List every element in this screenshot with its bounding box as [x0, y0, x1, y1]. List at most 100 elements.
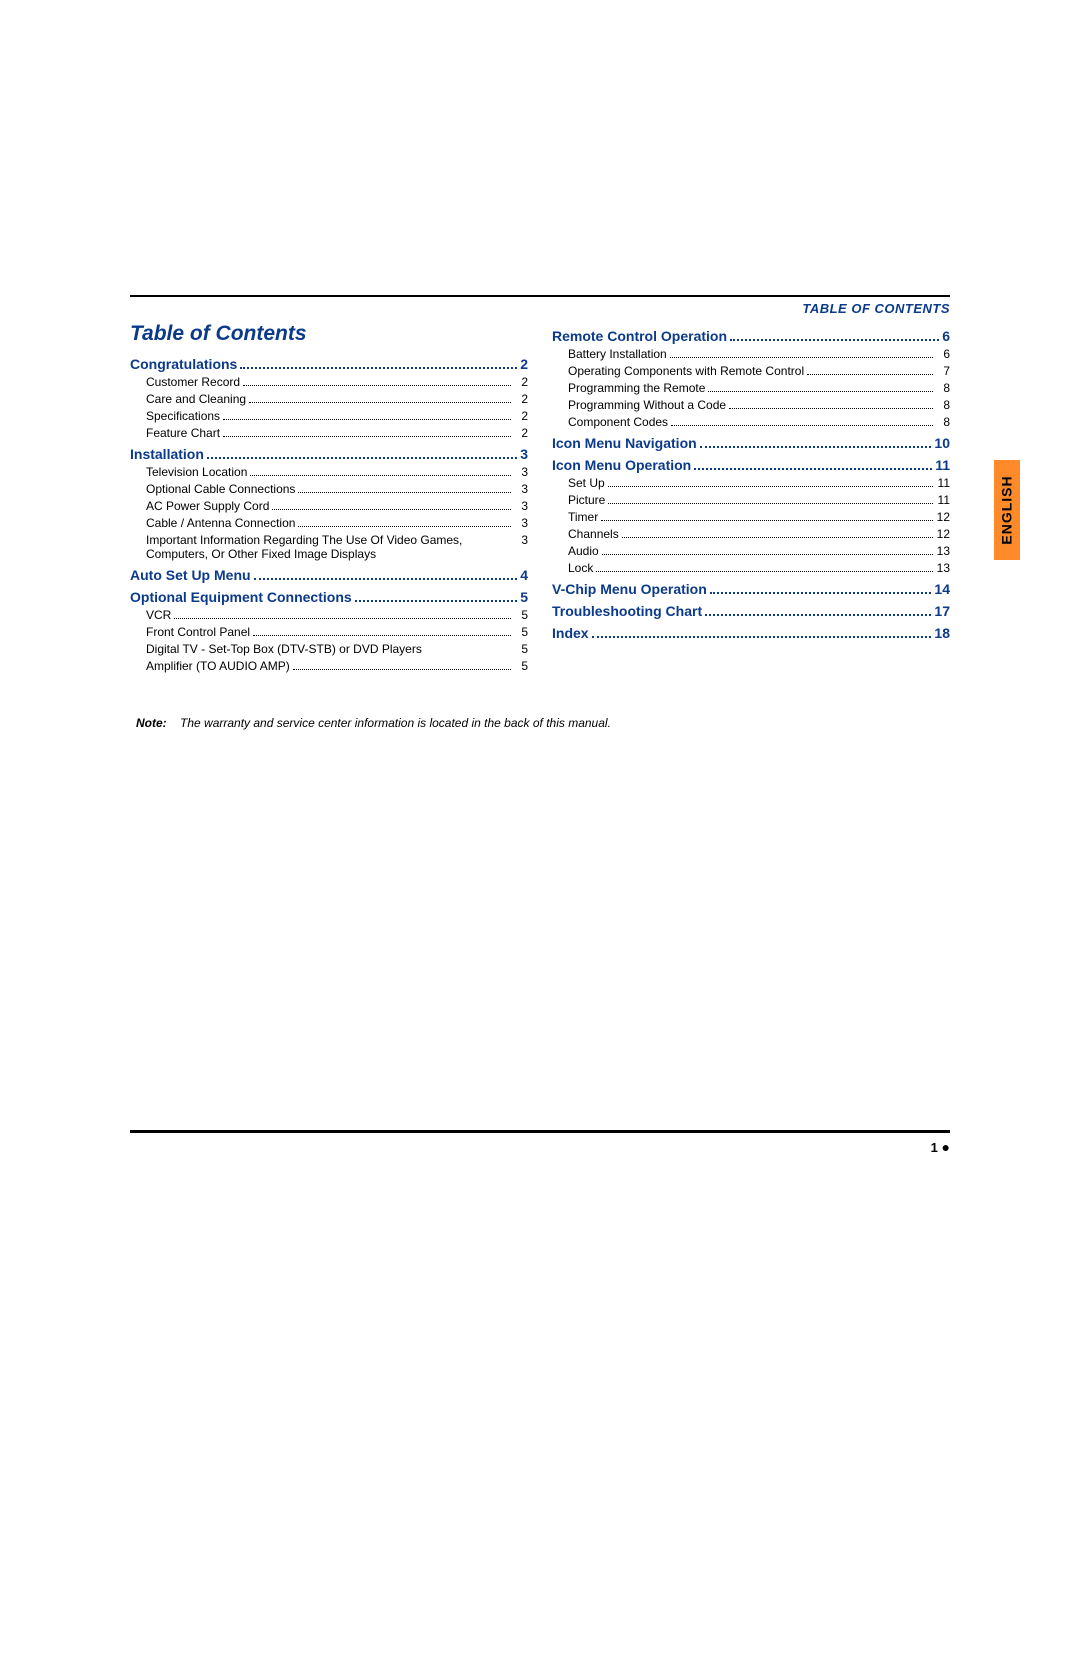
toc-subitem-page: 8 — [936, 381, 950, 395]
toc-section-label: Auto Set Up Menu — [130, 567, 251, 583]
toc-section-page: 11 — [935, 457, 950, 473]
toc-subitem-label: Timer — [568, 510, 598, 524]
toc-subitem[interactable]: Cable / Antenna Connection3 — [146, 516, 528, 530]
toc-section[interactable]: Icon Menu Navigation10 — [552, 435, 950, 451]
toc-subitem[interactable]: Television Location3 — [146, 465, 528, 479]
toc-subitem[interactable]: AC Power Supply Cord3 — [146, 499, 528, 513]
toc-subitem-page: 8 — [936, 415, 950, 429]
toc-subitem-page: 11 — [936, 493, 950, 507]
toc-subitem[interactable]: Specifications2 — [146, 409, 528, 423]
toc-subitem-label: Battery Installation — [568, 347, 667, 361]
toc-subitem[interactable]: Programming the Remote8 — [568, 381, 950, 395]
toc-section-label: Icon Menu Operation — [552, 457, 691, 473]
toc-section-page: 14 — [934, 581, 950, 597]
toc-leader-dots — [705, 614, 931, 616]
toc-subitem-page: 13 — [936, 544, 950, 558]
toc-subitem-label: Operating Components with Remote Control — [568, 364, 804, 378]
toc-leader-dots — [207, 457, 517, 459]
toc-section-label: V-Chip Menu Operation — [552, 581, 707, 597]
toc-subitem-label: Digital TV - Set-Top Box (DTV-STB) or DV… — [146, 642, 422, 656]
toc-section[interactable]: Troubleshooting Chart 17 — [552, 603, 950, 619]
toc-section[interactable]: Congratulations2 — [130, 356, 528, 372]
toc-subitem-label: Picture — [568, 493, 605, 507]
toc-leader-dots — [708, 391, 933, 392]
toc-subitem[interactable]: Channels12 — [568, 527, 950, 541]
footer-rule — [130, 1130, 950, 1133]
toc-subitem[interactable]: Timer12 — [568, 510, 950, 524]
toc-subitem[interactable]: Battery Installation 6 — [568, 347, 950, 361]
toc-section[interactable]: Auto Set Up Menu4 — [130, 567, 528, 583]
toc-leader-dots — [249, 402, 511, 403]
toc-leader-dots — [608, 503, 933, 504]
toc-subitem[interactable]: Set Up11 — [568, 476, 950, 490]
toc-subitem[interactable]: Optional Cable Connections3 — [146, 482, 528, 496]
toc-section[interactable]: Installation 3 — [130, 446, 528, 462]
toc-subitem-page: 6 — [936, 347, 950, 361]
toc-subitem-page: 12 — [936, 527, 950, 541]
toc-section[interactable]: Remote Control Operation 6 — [552, 328, 950, 344]
toc-section-label: Troubleshooting Chart — [552, 603, 702, 619]
toc-leader-dots — [355, 600, 518, 602]
toc-section[interactable]: Icon Menu Operation 11 — [552, 457, 950, 473]
header-top-rule — [130, 295, 950, 297]
toc-subitem-page: 5 — [514, 608, 528, 622]
toc-leader-dots — [671, 425, 933, 426]
toc-subitem[interactable]: Front Control Panel 5 — [146, 625, 528, 639]
toc-section-page: 6 — [942, 328, 950, 344]
toc-subitem[interactable]: Operating Components with Remote Control… — [568, 364, 950, 378]
toc-leader-dots — [596, 571, 933, 572]
toc-subitem-page: 5 — [514, 659, 528, 673]
language-tab-label: ENGLISH — [999, 475, 1015, 544]
toc-subitem[interactable]: Customer Record 2 — [146, 375, 528, 389]
toc-section[interactable]: Index 18 — [552, 625, 950, 641]
toc-subitem[interactable]: Amplifier (TO AUDIO AMP)5 — [146, 659, 528, 673]
toc-subitem-page: 2 — [514, 426, 528, 440]
toc-section-label: Congratulations — [130, 356, 237, 372]
footer-page-number: 1 ● — [130, 1139, 950, 1155]
toc-leader-dots — [223, 436, 511, 437]
toc-subitem-page: 3 — [514, 465, 528, 479]
toc-subitem[interactable]: Picture 11 — [568, 493, 950, 507]
toc-subitem[interactable]: Audio13 — [568, 544, 950, 558]
toc-subitem-label: Optional Cable Connections — [146, 482, 295, 496]
toc-subitem-page: 8 — [936, 398, 950, 412]
toc-section-label: Index — [552, 625, 589, 641]
toc-section[interactable]: Optional Equipment Connections5 — [130, 589, 528, 605]
toc-section-label: Remote Control Operation — [552, 328, 727, 344]
footer-bullet-icon: ● — [942, 1139, 950, 1155]
toc-leader-dots — [710, 592, 932, 594]
toc-leader-dots — [250, 475, 511, 476]
toc-subitem-label: Front Control Panel — [146, 625, 250, 639]
toc-subitem-page: 5 — [514, 625, 528, 639]
footer: 1 ● — [130, 1130, 950, 1155]
toc-leader-dots — [608, 486, 933, 487]
toc-subitem[interactable]: Digital TV - Set-Top Box (DTV-STB) or DV… — [146, 642, 528, 656]
toc-subitem[interactable]: Lock13 — [568, 561, 950, 575]
toc-subitem[interactable]: Feature Chart2 — [146, 426, 528, 440]
toc-subitem[interactable]: Care and Cleaning2 — [146, 392, 528, 406]
toc-subitem[interactable]: Component Codes 8 — [568, 415, 950, 429]
toc-subitem-page: 2 — [514, 375, 528, 389]
note-lead: Note: — [136, 716, 167, 730]
toc-subitem[interactable]: Important Information Regarding The Use … — [146, 533, 528, 561]
toc-left-column: Table of Contents Congratulations2Custom… — [130, 322, 528, 676]
toc-leader-dots — [293, 669, 511, 670]
toc-subitem-label: AC Power Supply Cord — [146, 499, 269, 513]
toc-section-label: Installation — [130, 446, 204, 462]
toc-subitem-page: 13 — [936, 561, 950, 575]
toc-section-page: 18 — [934, 625, 950, 641]
toc-subitem[interactable]: Programming Without a Code8 — [568, 398, 950, 412]
footer-page-digit: 1 — [931, 1140, 938, 1155]
toc-section[interactable]: V-Chip Menu Operation 14 — [552, 581, 950, 597]
toc-section-page: 17 — [934, 603, 950, 619]
toc-leader-dots — [601, 520, 933, 521]
toc-subitem-label: Customer Record — [146, 375, 240, 389]
toc-subitem[interactable]: VCR5 — [146, 608, 528, 622]
toc-subitem-page: 2 — [514, 409, 528, 423]
toc-subitem-label: Component Codes — [568, 415, 668, 429]
note-block: Note: The warranty and service center in… — [130, 716, 950, 730]
toc-section-page: 3 — [520, 446, 528, 462]
toc-subitem-page: 5 — [514, 642, 528, 656]
toc-columns: Table of Contents Congratulations2Custom… — [130, 322, 950, 676]
toc-leader-dots — [254, 578, 518, 580]
